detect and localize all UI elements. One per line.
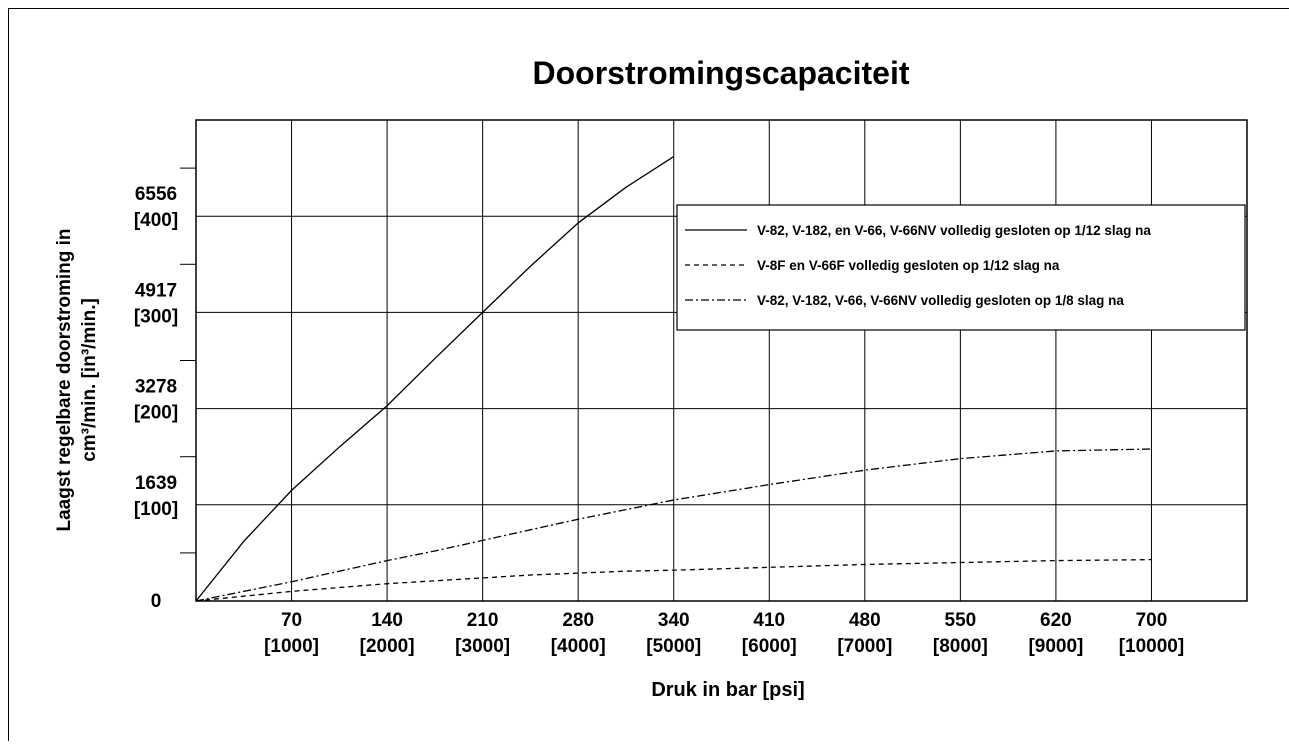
legend-label: V-82, V-182, en V-66, V-66NV volledig ge… [757,223,1151,238]
x-tick-label: 280 [562,610,594,631]
y-axis-label: Laagst regelbare doorstroming in [54,229,75,532]
x-tick-label: 70 [281,610,302,631]
y-tick-label: [200] [134,403,178,424]
x-tick-label: 140 [371,610,403,631]
x-tick-label: [1000] [264,636,319,657]
y-tick-label: 6556 [135,184,177,205]
x-tick-label: 410 [753,610,785,631]
y-tick-label: 3278 [135,377,177,398]
y-axis-label: cm³/min. [in³/min.] [79,298,100,462]
x-tick-label: 480 [849,610,881,631]
chart-title: Doorstromingscapaciteit [533,55,910,91]
legend-label: V-82, V-182, V-66, V-66NV volledig geslo… [757,293,1124,308]
x-tick-label: [5000] [646,636,701,657]
y-tick-label: 0 [151,591,162,612]
x-tick-label: 340 [658,610,690,631]
y-tick-label: 1639 [135,473,177,494]
x-tick-label: 550 [945,610,977,631]
y-tick-label: 4917 [135,280,177,301]
x-tick-label: [2000] [360,636,415,657]
x-tick-label: 210 [467,610,499,631]
series-line [196,157,674,601]
frame [9,9,1289,742]
x-tick-label: [6000] [742,636,797,657]
plot-area [196,120,1247,601]
x-tick-label: [7000] [837,636,892,657]
x-tick-label: 700 [1136,610,1168,631]
x-tick-label: 620 [1040,610,1072,631]
y-tick-label: [400] [134,210,178,231]
y-tick-label: [300] [134,306,178,327]
x-axis-label: Druk in bar [psi] [651,679,804,701]
x-tick-label: [8000] [933,636,988,657]
y-tick-label: [100] [134,499,178,520]
x-tick-label: [9000] [1028,636,1083,657]
x-tick-label: [3000] [455,636,510,657]
x-tick-label: [4000] [551,636,606,657]
x-tick-label: [10000] [1119,636,1185,657]
legend-label: V-8F en V-66F volledig gesloten op 1/12 … [757,258,1060,273]
